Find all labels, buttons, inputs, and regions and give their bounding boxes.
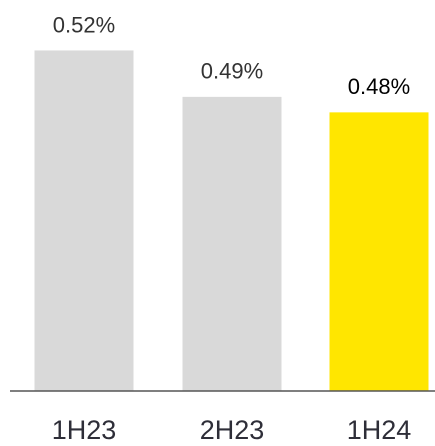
value-label: 0.49%	[201, 59, 263, 84]
bar	[182, 96, 282, 391]
bar	[329, 112, 429, 392]
x-tick-label: 1H24	[347, 415, 412, 445]
x-tick-label: 1H23	[52, 415, 117, 445]
value-label: 0.48%	[348, 74, 410, 99]
x-tick-label: 2H23	[200, 415, 265, 445]
value-label: 0.52%	[53, 12, 115, 37]
bar	[34, 50, 134, 391]
